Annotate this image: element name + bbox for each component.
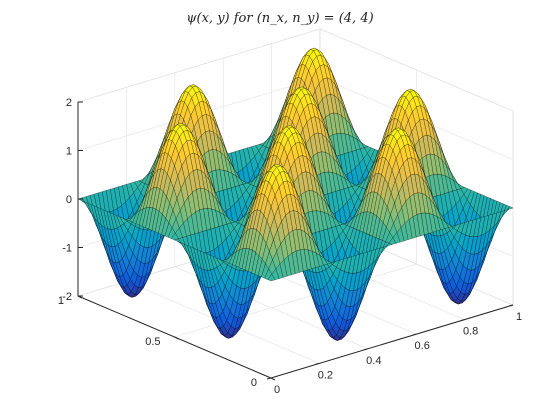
x-tick-label: 0.6 — [415, 340, 430, 352]
z-tick-label: 2 — [66, 97, 72, 109]
x-tick-mark — [460, 319, 465, 322]
grid-line-z — [77, 28, 514, 112]
x-tick-label: 0.2 — [318, 369, 333, 381]
surface-cell — [267, 273, 276, 282]
x-axis — [270, 304, 514, 379]
x-tick-label: 0.4 — [366, 355, 381, 367]
x-tick-mark — [508, 304, 514, 307]
z-tick-label: 1 — [66, 146, 72, 158]
x-tick-mark — [412, 333, 417, 336]
x-tick-mark — [315, 362, 320, 365]
x-tick-label: 0.8 — [463, 326, 478, 338]
y-tick-label: 0 — [251, 377, 257, 389]
chart-title: ψ(x, y) for (n_x, n_y) = (4, 4) — [186, 11, 373, 26]
z-tick-label: -2 — [62, 291, 72, 303]
y-tick-label: 1 — [58, 295, 64, 307]
x-tick-mark — [363, 348, 368, 351]
x-tick-label: 1 — [516, 311, 522, 323]
surface-mesh — [77, 47, 514, 341]
y-tick-mark — [270, 377, 276, 381]
z-tick-label: -1 — [62, 243, 72, 255]
x-tick-label: 0 — [274, 384, 280, 396]
y-tick-label: 0.5 — [145, 336, 160, 348]
z-tick-label: 0 — [66, 194, 72, 206]
y-tick-mark — [174, 336, 179, 340]
